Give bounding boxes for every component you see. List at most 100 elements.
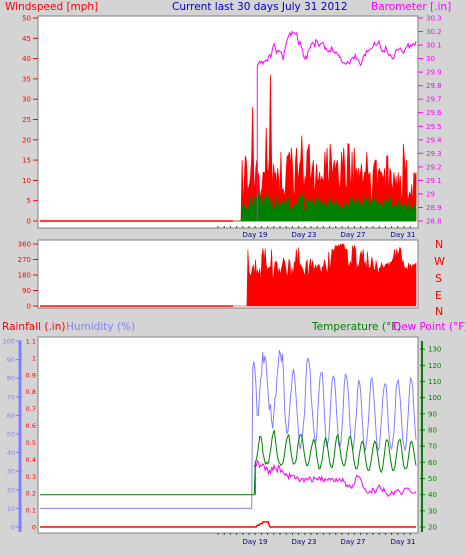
barometer-tick-label: 28.8 xyxy=(426,218,442,226)
direction-tick-label: 360 xyxy=(18,241,31,249)
humidity-tick-label: 20 xyxy=(7,486,15,494)
chart-title: Current last 30 days July 31 2012 xyxy=(172,1,348,13)
climate-x-ticks: Day 19 Day 23 Day 27 Day 31 xyxy=(217,533,416,546)
humidity-tick-label: 30 xyxy=(7,468,15,476)
dewpoint-axis-title: Dew Point (°F) xyxy=(393,321,466,333)
temperature-line xyxy=(40,429,417,496)
barometer-tick-label: 29.4 xyxy=(426,136,442,144)
barometer-tick-label: 30.3 xyxy=(426,15,442,23)
windspeed-tick-label: 40 xyxy=(22,55,31,63)
direction-panel: 0 90 180 270 360 N W S E N xyxy=(18,238,445,318)
climate-lines-group xyxy=(40,350,417,528)
rainfall-tick-label: 0.8 xyxy=(26,388,36,396)
x-tick-label: Day 27 xyxy=(341,538,366,546)
temperature-tick-label: 70 xyxy=(428,443,437,451)
windspeed-tick-label: 15 xyxy=(22,157,31,165)
windspeed-tick-label: 35 xyxy=(22,75,31,83)
humidity-line xyxy=(40,350,417,509)
rainfall-tick-label: 0.9 xyxy=(26,371,36,379)
humidity-tick-label: 90 xyxy=(7,356,15,364)
windspeed-tick-label: 30 xyxy=(22,96,31,104)
direction-tick-label: 180 xyxy=(18,272,31,280)
rainfall-axis-title: Rainfall (.in) xyxy=(2,321,65,333)
temperature-tick-label: 110 xyxy=(428,378,441,386)
x-tick-label: Day 23 xyxy=(292,538,317,546)
humidity-axis-title: Humidity (%) xyxy=(66,321,135,333)
rainfall-tick-label: 1.1 xyxy=(26,338,36,346)
dewpoint-line xyxy=(253,459,417,498)
wind-panel: 0 5 10 15 20 25 30 35 40 45 50 28.8 28.9 29 29.1 29.2 2… xyxy=(5,1,451,239)
humidity-tick-label: 80 xyxy=(7,375,15,383)
compass-n-top: N xyxy=(435,238,443,251)
windspeed-axis-title: Windspeed [mph] xyxy=(5,1,98,13)
humidity-ticks: 0 10 20 30 40 50 60 70 80 90 100 xyxy=(3,338,22,532)
temperature-tick-label: 90 xyxy=(428,410,437,418)
windspeed-tick-label: 20 xyxy=(22,136,31,144)
direction-area-group xyxy=(40,243,417,307)
barometer-tick-label: 29.8 xyxy=(426,82,442,90)
rainfall-tick-label: 0.1 xyxy=(26,507,36,515)
climate-panel: 0 0.1 0.2 0.3 0.4 0.5 0.6 0.7 0.8 0.9 1 1.1 0 10 20 30… xyxy=(2,321,466,546)
rainfall-tick-label: 0.7 xyxy=(26,405,36,413)
humidity-tick-label: 40 xyxy=(7,449,15,457)
average-wind-area-group xyxy=(40,191,417,222)
compass-s: S xyxy=(435,272,442,285)
barometer-line xyxy=(256,30,417,67)
temperature-tick-label: 20 xyxy=(428,524,437,532)
humidity-tick-label: 70 xyxy=(7,393,15,401)
windspeed-tick-label: 25 xyxy=(22,116,31,124)
barometer-tick-label: 29.1 xyxy=(426,177,442,185)
humidity-tick-label: 0 xyxy=(11,524,15,532)
compass-n-bottom: N xyxy=(435,305,443,318)
x-tick-label: Day 31 xyxy=(391,538,416,546)
temperature-tick-label: 80 xyxy=(428,427,437,435)
windspeed-tick-label: 10 xyxy=(22,177,31,185)
x-tick-label: Day 31 xyxy=(391,231,416,239)
barometer-axis-title: Barometer [.in] xyxy=(371,1,451,13)
rainfall-tick-label: 0.2 xyxy=(26,490,36,498)
direction-tick-label: 270 xyxy=(18,256,31,264)
temperature-tick-label: 30 xyxy=(428,507,437,515)
temperature-tick-label: 50 xyxy=(428,475,437,483)
barometer-tick-label: 30 xyxy=(426,55,435,63)
x-tick-label: Day 23 xyxy=(292,231,317,239)
x-tick-label: Day 19 xyxy=(243,538,268,546)
rainfall-tick-label: 0 xyxy=(32,524,36,532)
barometer-tick-label: 28.9 xyxy=(426,204,442,212)
temperature-tick-label: 60 xyxy=(428,459,437,467)
rainfall-tick-label: 0.3 xyxy=(26,473,36,481)
direction-tick-label: 90 xyxy=(22,287,31,295)
barometer-tick-label: 30.1 xyxy=(426,42,442,50)
rainfall-tick-label: 1 xyxy=(32,354,36,362)
direction-tick-label: 0 xyxy=(27,303,31,311)
windspeed-ticks: 0 5 10 15 20 25 30 35 40 45 50 xyxy=(22,15,38,226)
barometer-tick-label: 29.2 xyxy=(426,163,442,171)
barometer-tick-label: 29.6 xyxy=(426,109,442,117)
windspeed-tick-label: 50 xyxy=(22,15,31,23)
rainfall-tick-label: 0.4 xyxy=(26,456,36,464)
x-tick-label: Day 27 xyxy=(341,231,366,239)
humidity-tick-label: 50 xyxy=(7,431,15,439)
humidity-tick-label: 10 xyxy=(7,505,15,513)
compass-labels: N W S E N xyxy=(434,238,445,318)
windspeed-tick-label: 5 xyxy=(27,197,31,205)
direction-ticks: 0 90 180 270 360 xyxy=(18,241,38,311)
rainfall-tick-label: 0.6 xyxy=(26,422,36,430)
barometer-tick-label: 29.9 xyxy=(426,69,442,77)
temperature-tick-label: 100 xyxy=(428,394,441,402)
temperature-axis-title: Temperature (°F) xyxy=(311,321,401,333)
windspeed-tick-label: 0 xyxy=(27,218,31,226)
barometer-tick-label: 29.7 xyxy=(426,96,442,104)
windspeed-tick-label: 45 xyxy=(22,35,31,43)
humidity-tick-label: 100 xyxy=(3,338,15,346)
rainfall-tick-label: 0.5 xyxy=(26,439,36,447)
compass-e: E xyxy=(435,289,442,302)
compass-w: W xyxy=(434,255,445,268)
barometer-tick-label: 29 xyxy=(426,190,435,198)
barometer-tick-label: 29.5 xyxy=(426,123,442,131)
climate-plot-area xyxy=(37,336,419,534)
humidity-tick-label: 60 xyxy=(7,412,15,420)
wind-x-ticks: Day 19 Day 23 Day 27 Day 31 xyxy=(217,226,416,239)
rainfall-line xyxy=(40,521,416,528)
